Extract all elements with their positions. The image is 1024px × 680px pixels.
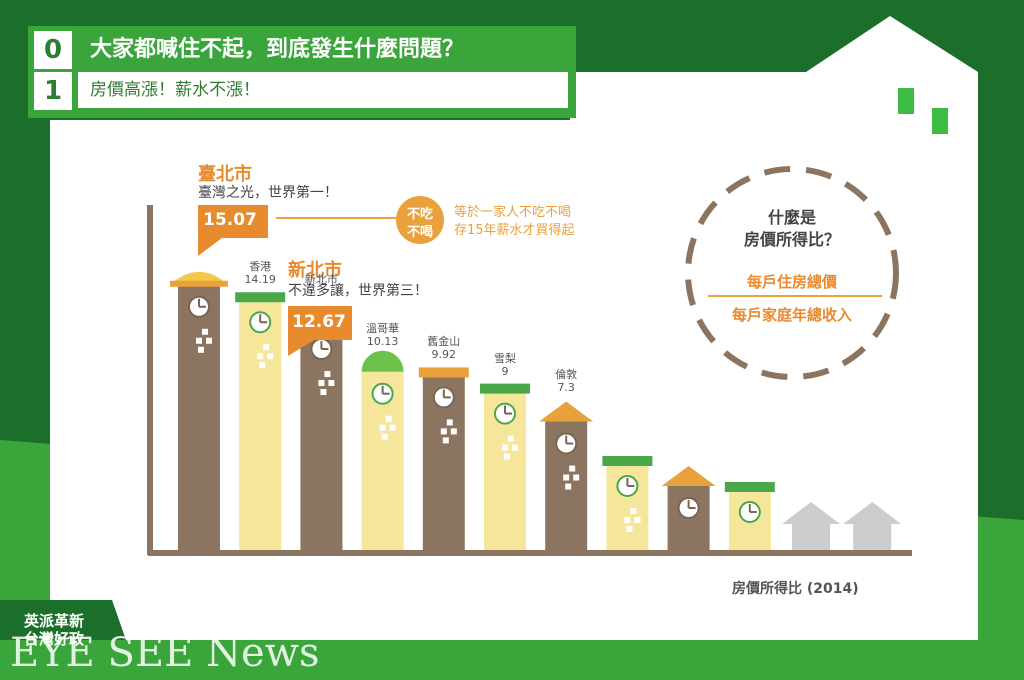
bar-window <box>569 465 576 472</box>
city-label: 雪梨 9 <box>470 352 540 378</box>
bar-house-gray <box>853 524 892 550</box>
city-value: 9 <box>501 364 509 378</box>
city-label: 溫哥華 10.13 <box>348 322 418 348</box>
city-label: 舊金山 9.92 <box>409 335 479 361</box>
bar-roof-flat <box>724 482 775 492</box>
city-name: 溫哥華 <box>366 321 400 335</box>
brand-line2: 台灣好政 <box>24 630 85 648</box>
bar-window <box>385 415 392 422</box>
bar-window <box>320 389 327 396</box>
city-label: 新北市 <box>286 273 356 286</box>
bar-roof-gable <box>661 466 716 486</box>
circle-question-line1: 什麼是 <box>767 208 816 227</box>
city-name: 香港 <box>249 260 272 274</box>
bar-window <box>202 328 208 335</box>
bar <box>300 327 343 550</box>
bar <box>178 284 220 550</box>
taipei-note-line1: 等於一家人不吃不喝 <box>454 205 572 220</box>
bar-window <box>565 483 572 490</box>
bar-roof-flat <box>235 292 286 303</box>
bar-house-gray <box>792 524 830 550</box>
bar-window <box>573 474 580 481</box>
newtaipei-value: 12.67 <box>292 312 346 332</box>
taipei-value-tag <box>198 205 268 256</box>
city-label: 倫敦 7.3 <box>531 368 601 394</box>
city-name: 雪梨 <box>494 351 516 365</box>
dashed-circle <box>685 166 899 380</box>
bar-window <box>624 517 631 523</box>
bar-roof-flat <box>602 456 653 466</box>
bar-window <box>259 362 266 369</box>
window-icon <box>932 108 948 134</box>
section-number-top: 0 <box>34 31 72 69</box>
bar-roof-flat <box>480 383 530 394</box>
bar-window <box>206 337 212 344</box>
bar-window <box>263 344 270 351</box>
bar-window <box>267 353 274 360</box>
bar-window <box>442 437 449 444</box>
circle-numerator: 每戶住房總價 <box>746 273 837 291</box>
bar-window <box>379 424 386 431</box>
bar-window <box>324 371 331 378</box>
page-title: 大家都喊住不起，到底發生什麼問題？ <box>90 37 465 62</box>
bar <box>239 300 282 550</box>
city-value: 9.92 <box>431 348 457 362</box>
no-eat-badge-line2: 不喝 <box>406 225 433 240</box>
newtaipei-name: 新北市 <box>288 260 342 281</box>
bar-window <box>196 337 202 344</box>
bar-roof-gable <box>539 401 594 422</box>
bar-window <box>440 428 447 435</box>
brand-box <box>0 600 126 640</box>
section-number-bottom: 1 <box>34 72 72 110</box>
bar-window <box>198 346 204 353</box>
city-name: 舊金山 <box>427 335 461 349</box>
chart-caption: 房價所得比 (2014) <box>732 581 859 597</box>
bar-window <box>446 419 453 426</box>
bar-roof-eave <box>170 280 228 287</box>
bar-window <box>389 424 396 431</box>
newtaipei-desc: 不違多讓，世界第三！ <box>288 283 428 299</box>
taipei-note-line2: 存15年薪水才買得起 <box>454 223 575 238</box>
bar-window <box>626 526 633 532</box>
bar-window <box>318 380 325 387</box>
city-name: 新北市 <box>304 273 338 286</box>
bar-window <box>563 474 570 481</box>
taipei-desc: 臺灣之光，世界第一！ <box>198 185 338 201</box>
city-value: 7.3 <box>557 380 575 394</box>
city-label: 香港 14.19 <box>225 260 295 286</box>
bar-window <box>381 433 388 440</box>
bar-window <box>508 435 514 442</box>
bar-roof-flat <box>418 367 469 378</box>
newtaipei-value-tag <box>288 306 352 356</box>
brand-line1: 英派革新 <box>24 612 85 630</box>
taipei-value: 15.07 <box>203 210 257 230</box>
no-eat-badge <box>396 196 444 244</box>
city-name: 倫敦 <box>555 367 578 381</box>
page-subtitle: 房價高漲！薪水不漲！ <box>78 72 568 108</box>
no-eat-badge-line1: 不吃 <box>406 207 433 222</box>
bar-roof-gray <box>843 502 902 524</box>
city-value: 14.19 <box>244 273 276 287</box>
bar-window <box>504 453 510 460</box>
city-value: 10.13 <box>366 334 399 348</box>
bar-window <box>512 444 518 451</box>
bar-roof-round <box>361 350 404 372</box>
circle-question-line2: 房價所得比？ <box>743 230 840 249</box>
circle-denominator: 每戶家庭年總收入 <box>731 306 852 324</box>
watermark: EYE SEE News <box>10 630 320 676</box>
bar-window <box>634 517 641 523</box>
bar-window <box>328 380 335 387</box>
bar-window <box>257 353 264 360</box>
taipei-name: 臺北市 <box>198 164 252 185</box>
bar-window <box>450 428 457 435</box>
bar-window <box>502 444 508 451</box>
bar-window <box>630 508 637 514</box>
window-icon <box>898 88 914 114</box>
bar-roof-gray <box>782 502 840 524</box>
